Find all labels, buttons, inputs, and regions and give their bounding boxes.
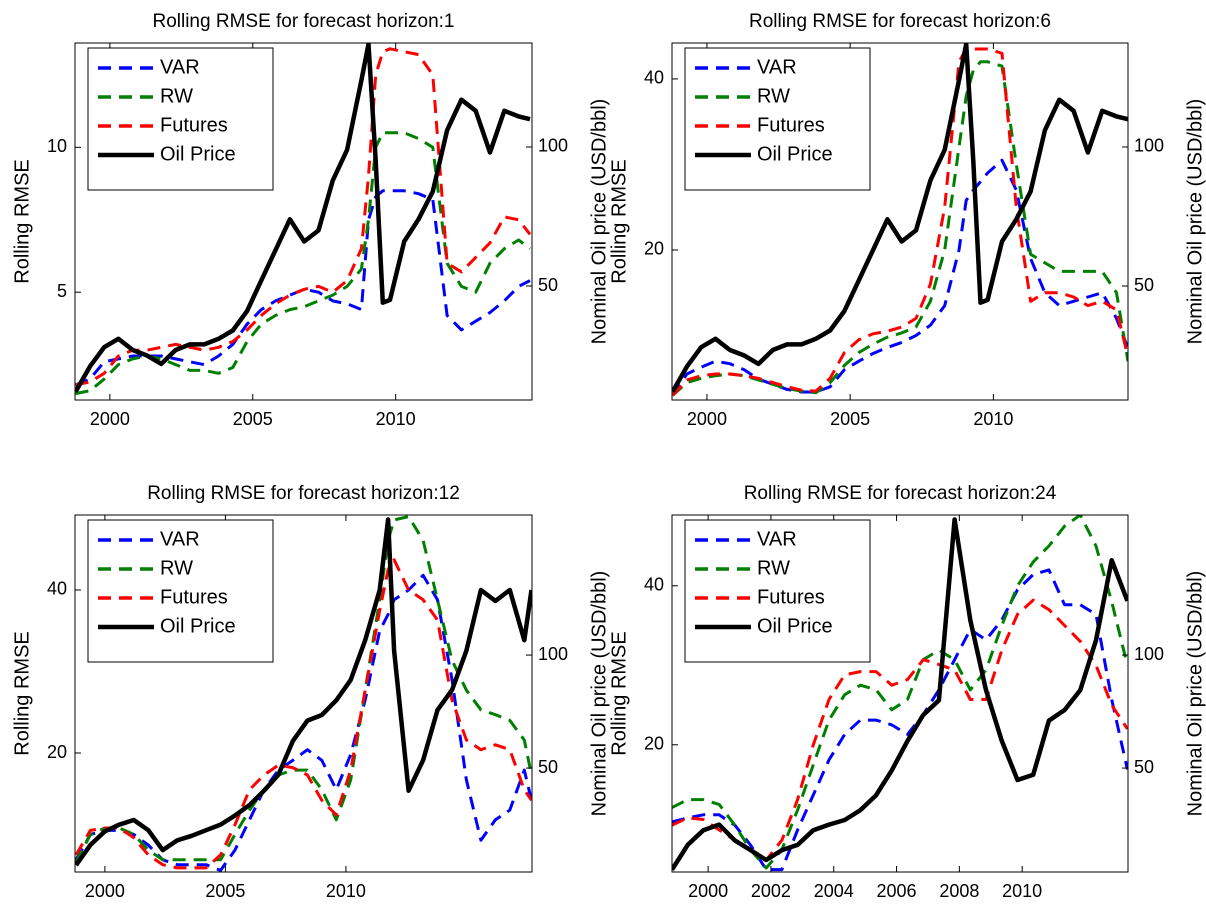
legend-label: RW — [757, 85, 790, 107]
y2-axis-label: Nominal Oil price (USD/bbl) — [588, 99, 610, 345]
legend-label: VAR — [757, 528, 797, 550]
plot-frame — [671, 514, 1129, 873]
legend-box — [684, 519, 871, 663]
x-tick-label: 2000 — [687, 409, 727, 429]
legend-label: RW — [160, 557, 193, 579]
legend-label: Oil Price — [757, 615, 833, 637]
y-tick-label: 40 — [47, 579, 67, 599]
y-tick-label: 40 — [644, 575, 664, 595]
x-tick-label: 2000 — [85, 881, 125, 901]
x-tick-label: 2010 — [1002, 881, 1042, 901]
series-line — [672, 515, 1128, 870]
y2-tick-label: 50 — [538, 275, 558, 295]
y2-axis-label: Nominal Oil price (USD/bbl) — [1184, 571, 1206, 817]
legend-label: RW — [757, 557, 790, 579]
y-tick-label: 5 — [57, 281, 67, 301]
series-line — [672, 517, 1128, 871]
legend-label: Futures — [160, 114, 228, 136]
y2-tick-label: 100 — [538, 136, 568, 156]
legend-label: Oil Price — [160, 143, 236, 165]
series-line — [672, 158, 1128, 397]
x-tick-label: 2005 — [233, 409, 273, 429]
y2-tick-label: 100 — [1134, 136, 1164, 156]
legend-label: Futures — [160, 586, 228, 608]
y-tick-label: 10 — [47, 136, 67, 156]
y-axis-label: Rolling RMSE — [608, 159, 630, 283]
legend-box — [684, 47, 871, 191]
chart-title: Rolling RMSE for forecast horizon:24 — [744, 483, 1057, 504]
legend-label: Oil Price — [757, 143, 833, 165]
legend-label: Futures — [757, 114, 825, 136]
plot-frame — [74, 514, 533, 873]
panel: Rolling RMSE for forecast horizon:12 Roll… — [11, 483, 610, 901]
chart-title: Rolling RMSE for forecast horizon:1 — [152, 11, 454, 32]
y-tick-label: 40 — [644, 68, 664, 88]
series-line — [672, 47, 1128, 397]
series-line — [75, 189, 531, 387]
y2-tick-label: 50 — [1134, 275, 1154, 295]
series-line — [75, 43, 531, 393]
series-line — [75, 558, 532, 870]
y2-tick-label: 50 — [538, 757, 558, 777]
y-axis-label: Rolling RMSE — [11, 159, 33, 283]
legend-label: RW — [160, 85, 193, 107]
legend-label: Oil Price — [160, 615, 236, 637]
x-tick-label: 2010 — [376, 409, 416, 429]
y2-tick-label: 100 — [538, 644, 568, 664]
series-line — [672, 568, 1128, 872]
x-tick-label: 2005 — [205, 881, 245, 901]
y-axis-label: Rolling RMSE — [11, 631, 33, 755]
panel: Rolling RMSE for forecast horizon:6 Rolli… — [608, 11, 1206, 429]
plot-frame — [671, 42, 1129, 401]
legend-label: VAR — [160, 528, 200, 550]
legend-box — [87, 47, 274, 191]
legend-label: VAR — [160, 56, 200, 78]
series-line — [672, 43, 1128, 393]
y2-tick-label: 50 — [1134, 757, 1154, 777]
panel: Rolling RMSE for forecast horizon:24 Roll… — [608, 483, 1206, 901]
series-line — [75, 47, 532, 387]
y-tick-label: 20 — [47, 742, 67, 762]
plot-frame — [74, 42, 533, 401]
x-tick-label: 2002 — [751, 881, 791, 901]
chart-title: Rolling RMSE for forecast horizon:12 — [147, 483, 460, 504]
legend: VAR RW Futures Oil Price — [87, 47, 274, 191]
y-tick-label: 20 — [644, 734, 664, 754]
x-tick-label: 2006 — [877, 881, 917, 901]
panel: Rolling RMSE for forecast horizon:1 Rolli… — [11, 11, 610, 429]
series-line — [75, 517, 532, 867]
y-axis-label: Rolling RMSE — [608, 631, 630, 755]
chart-title: Rolling RMSE for forecast horizon:6 — [749, 11, 1051, 32]
y2-tick-label: 100 — [1134, 644, 1164, 664]
legend: VAR RW Futures Oil Price — [87, 519, 274, 663]
x-tick-label: 2000 — [90, 409, 130, 429]
series-line — [75, 131, 531, 396]
series-line — [75, 515, 532, 863]
x-tick-label: 2000 — [688, 881, 728, 901]
x-tick-label: 2010 — [326, 881, 366, 901]
y-tick-label: 20 — [644, 239, 664, 259]
x-tick-label: 2008 — [939, 881, 979, 901]
y2-axis-label: Nominal Oil price (USD/bbl) — [588, 571, 610, 817]
legend-box — [87, 519, 274, 663]
legend: VAR RW Futures Oil Price — [684, 519, 871, 663]
legend-label: Futures — [757, 586, 825, 608]
legend-label: VAR — [757, 56, 797, 78]
x-tick-label: 2004 — [814, 881, 854, 901]
x-tick-label: 2010 — [973, 409, 1013, 429]
x-tick-label: 2005 — [830, 409, 870, 429]
y2-axis-label: Nominal Oil price (USD/bbl) — [1184, 99, 1206, 345]
legend: VAR RW Futures Oil Price — [684, 47, 871, 191]
